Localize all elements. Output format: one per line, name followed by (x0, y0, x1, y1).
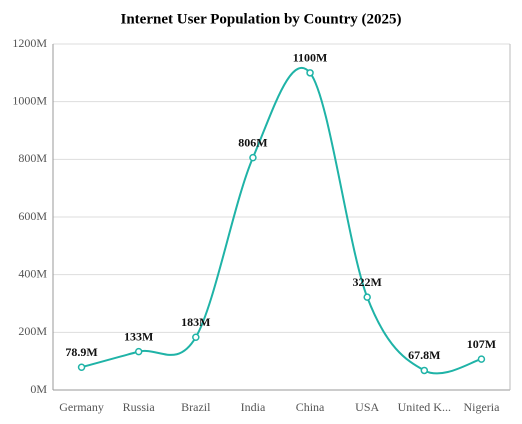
point (306, 69, 314, 77)
value-label: 1100M (293, 51, 328, 65)
point (192, 333, 200, 341)
x-tick-label: Brazil (181, 400, 211, 414)
value-label: 133M (124, 329, 153, 343)
x-tick-label: India (241, 400, 266, 414)
x-tick-label: United K... (398, 400, 451, 414)
point (363, 293, 371, 301)
value-label: 67.8M (408, 348, 440, 362)
point (249, 153, 257, 162)
x-tick-label: China (296, 400, 325, 414)
chart-title: Internet User Population by Country (202… (121, 11, 402, 27)
y-tick-label: 200M (18, 324, 47, 338)
x-tick-label: Nigeria (463, 400, 500, 414)
value-label: 78.9M (65, 345, 97, 359)
point (134, 347, 143, 356)
x-tick-label: USA (355, 400, 379, 414)
y-tick-label: 1000M (12, 93, 47, 107)
line (81, 66, 482, 375)
point (77, 363, 86, 372)
y-tick-label: 0M (30, 382, 47, 396)
point (477, 355, 486, 363)
point (420, 366, 429, 375)
y-tick-label: 1200M (12, 36, 47, 50)
y-tick-label: 400M (18, 266, 47, 280)
y-tick-label: 600M (18, 209, 47, 223)
x-tick-label: Russia (123, 400, 156, 414)
y-tick-label: 800M (18, 151, 47, 165)
value-label: 183M (181, 315, 210, 329)
value-label: 107M (467, 337, 496, 351)
x-tick-label: Germany (59, 400, 104, 414)
value-label: 806M (238, 135, 267, 149)
value-label: 322M (353, 275, 382, 289)
